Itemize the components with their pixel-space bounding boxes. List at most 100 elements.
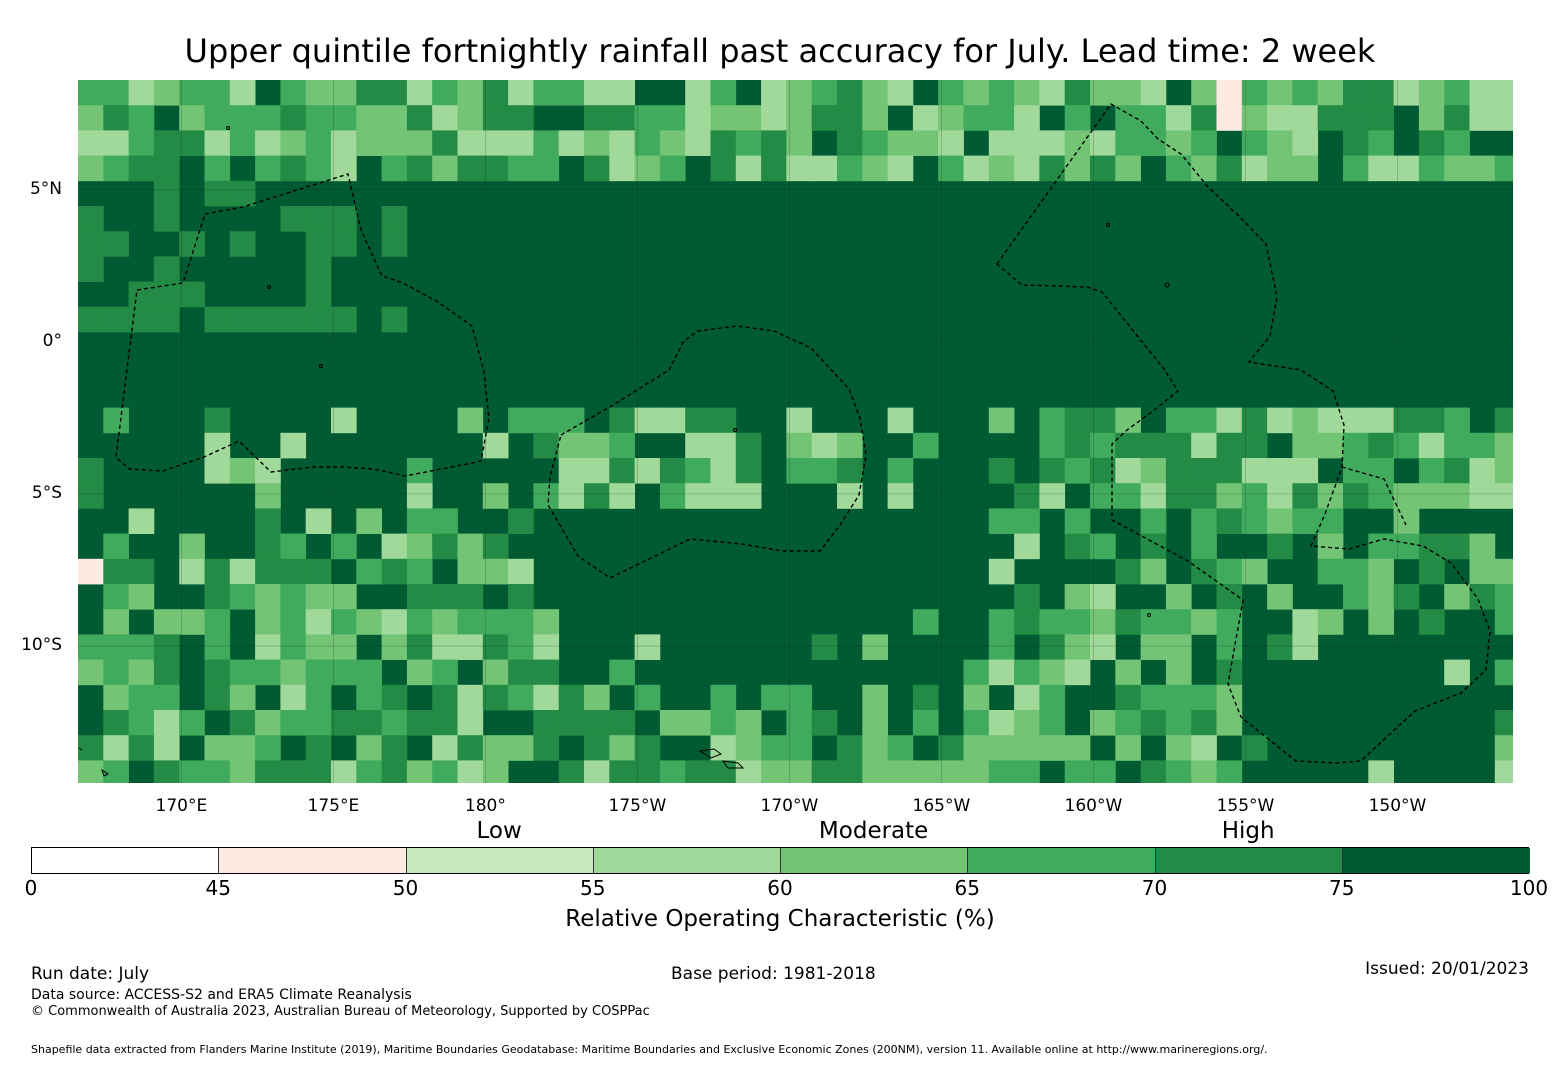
- grid-cell: [811, 105, 838, 131]
- grid-cell: [103, 634, 129, 660]
- grid-cell: [1014, 760, 1040, 783]
- grid-cell: [811, 80, 838, 106]
- category-label-moderate: Moderate: [818, 818, 929, 844]
- grid-cell: [837, 130, 863, 156]
- grid-cell: [103, 710, 129, 736]
- grid-cell: [1115, 458, 1141, 484]
- grid-cell: [153, 634, 180, 660]
- grid-cell: [508, 684, 534, 711]
- grid-cell: [1140, 130, 1167, 156]
- grid-cell: [204, 407, 231, 434]
- grid-cell: [634, 760, 661, 783]
- grid-cell: [1343, 80, 1369, 106]
- lon-label: 150°W: [1368, 796, 1427, 816]
- grid-cell: [988, 508, 1015, 534]
- grid-cell: [457, 80, 484, 106]
- grid-cell: [103, 533, 129, 560]
- grid-cell: [179, 558, 205, 585]
- grid-cell: [710, 155, 737, 182]
- grid-cell: [1418, 533, 1445, 560]
- grid-cell: [1191, 458, 1217, 484]
- grid-cell: [305, 558, 332, 585]
- grid-cell: [381, 105, 408, 131]
- grid-cell: [255, 710, 281, 736]
- grid-cell: [837, 155, 863, 182]
- grid-cell: [584, 760, 610, 783]
- grid-cell: [1368, 483, 1394, 509]
- lon-label: 155°W: [1216, 796, 1275, 816]
- grid-cell: [280, 584, 307, 610]
- grid-cell: [988, 760, 1015, 783]
- grid-cell: [381, 206, 408, 232]
- grid-cell: [255, 558, 281, 585]
- grid-cell: [912, 760, 939, 783]
- island-small: [1147, 613, 1151, 617]
- grid-cell: [280, 609, 307, 635]
- grid-cell: [128, 80, 155, 106]
- colorbar-tick: 75: [1329, 876, 1355, 900]
- grid-cell: [963, 105, 990, 131]
- grid-cell: [331, 609, 357, 635]
- grid-cell: [1444, 80, 1470, 106]
- grid-cell: [356, 684, 382, 711]
- grid-cell: [609, 130, 635, 156]
- grid-cell: [229, 558, 256, 585]
- grid-cell: [1014, 130, 1040, 156]
- grid-cell: [811, 634, 838, 660]
- grid-cell: [634, 735, 661, 761]
- grid-cell: [609, 432, 635, 459]
- island-samoa-2: [721, 760, 745, 769]
- grid-cell: [1165, 483, 1192, 509]
- grid-cell: [457, 710, 484, 736]
- grid-cell: [1090, 760, 1116, 783]
- grid-cell: [988, 155, 1015, 182]
- grid-cell: [837, 458, 863, 484]
- grid-cell: [280, 684, 307, 711]
- grid-cell: [457, 634, 484, 660]
- grid-cell: [1039, 659, 1066, 686]
- grid-cell: [204, 180, 231, 207]
- grid-cell: [204, 760, 231, 783]
- grid-cell: [1368, 558, 1394, 585]
- grid-cell: [280, 105, 307, 131]
- grid-cell: [887, 760, 914, 783]
- grid-cell: [1444, 584, 1470, 610]
- grid-cell: [128, 281, 155, 308]
- colorbar-segment: [219, 848, 407, 873]
- grid-cell: [103, 609, 129, 635]
- grid-cell: [609, 483, 635, 509]
- eez-boundaries: [115, 103, 1491, 764]
- grid-cell: [1039, 609, 1066, 635]
- grid-cell: [229, 231, 256, 257]
- grid-cell: [482, 105, 509, 131]
- grid-cell: [1418, 432, 1445, 459]
- grid-cell: [482, 80, 509, 106]
- grid-cell: [1064, 760, 1091, 783]
- grid-cell: [837, 432, 863, 459]
- grid-cell: [761, 155, 787, 182]
- grid-cell: [204, 584, 231, 610]
- grid-cell: [457, 584, 484, 610]
- grid-cell: [78, 206, 104, 232]
- island-small: [1106, 223, 1110, 227]
- grid-cell: [811, 155, 838, 182]
- grid-cell: [1444, 407, 1470, 434]
- grid-cell: [103, 735, 129, 761]
- grid-cell: [761, 80, 787, 106]
- grid-cell: [356, 735, 382, 761]
- grid-cell: [1165, 760, 1192, 783]
- grid-cell: [179, 760, 205, 783]
- grid-cell: [1241, 508, 1268, 534]
- grid-cell: [280, 659, 307, 686]
- grid-cell: [381, 609, 408, 635]
- grid-cell: [710, 760, 737, 783]
- grid-cell: [811, 710, 838, 736]
- grid-cell: [153, 609, 180, 635]
- grid-cell: [685, 710, 711, 736]
- colorbar-tick: 55: [580, 876, 606, 900]
- grid-cell: [659, 407, 686, 434]
- grid-cell: [508, 634, 534, 660]
- colorbar-segment: [406, 848, 594, 873]
- grid-cell: [1444, 155, 1470, 182]
- grid-cell: [1115, 558, 1141, 585]
